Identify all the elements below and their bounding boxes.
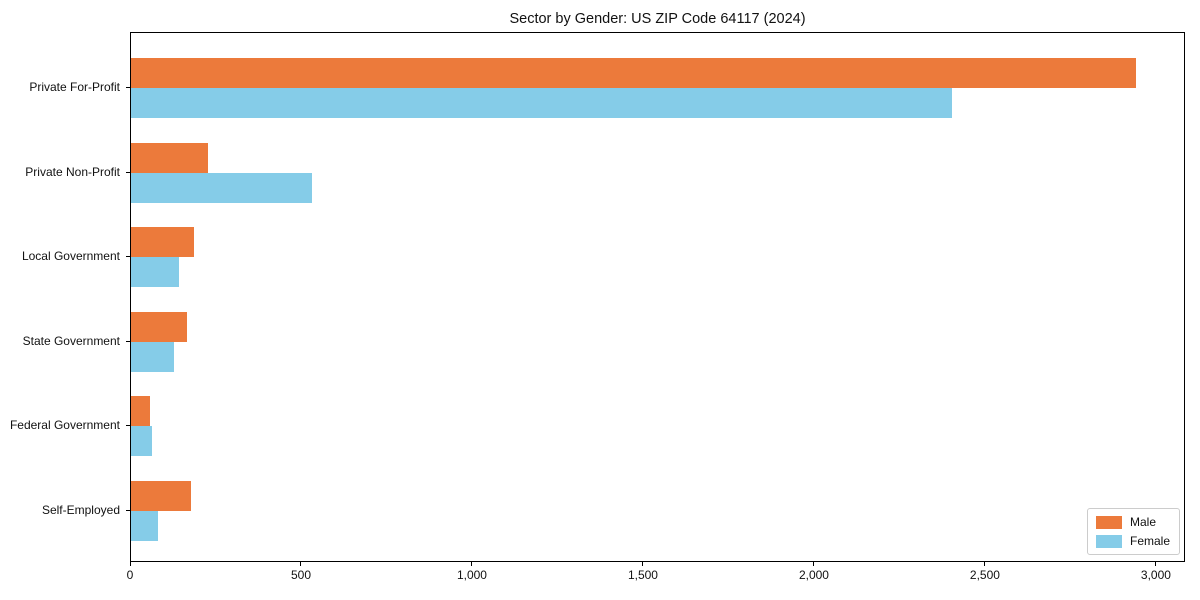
- chart-title: Sector by Gender: US ZIP Code 64117 (202…: [509, 11, 806, 27]
- y-tick-mark: [126, 256, 130, 258]
- bar-female-3: [131, 341, 174, 372]
- bar-male-4: [131, 396, 150, 427]
- legend: Male Female: [1086, 508, 1180, 555]
- x-tick-mark: [642, 562, 644, 566]
- y-tick-label: Local Government: [21, 249, 120, 264]
- plot-area: Male Female: [130, 32, 1185, 562]
- legend-item-female: Female: [1095, 534, 1170, 548]
- legend-label: Male: [1129, 515, 1156, 529]
- x-tick-mark: [813, 562, 815, 566]
- x-tick-label: 1,000: [456, 568, 487, 582]
- y-tick-label: Private Non-Profit: [25, 164, 120, 179]
- legend-item-male: Male: [1095, 515, 1170, 529]
- y-tick-label: Self-Employed: [41, 503, 120, 517]
- bar-male-3: [131, 311, 188, 342]
- x-tick-label: 1,500: [627, 568, 658, 582]
- x-tick-label: 2,500: [969, 568, 1000, 582]
- y-tick-mark: [126, 510, 130, 511]
- bar-female-1: [131, 172, 313, 203]
- x-tick-mark: [471, 562, 473, 566]
- x-tick-mark: [1155, 562, 1157, 566]
- x-tick-label: 3,000: [1140, 568, 1171, 582]
- bar-female-4: [131, 426, 152, 457]
- bar-female-0: [131, 88, 952, 118]
- bar-male-0: [131, 58, 1137, 88]
- bar-female-5: [131, 511, 159, 541]
- bar-male-2: [131, 227, 195, 258]
- y-tick-label: State Government: [22, 333, 120, 348]
- x-tick-label: 500: [290, 568, 311, 582]
- y-tick-label: Federal Government: [9, 418, 120, 433]
- y-tick-mark: [126, 340, 130, 342]
- y-tick-mark: [126, 171, 130, 173]
- x-tick-mark: [984, 562, 986, 566]
- legend-swatch-male: [1095, 515, 1122, 529]
- y-tick-mark: [126, 425, 130, 427]
- bar-male-1: [131, 142, 208, 173]
- y-tick-mark: [126, 87, 130, 88]
- y-tick-label: Private For-Profit: [29, 80, 120, 94]
- legend-swatch-female: [1095, 534, 1122, 548]
- x-tick-label: 2,000: [798, 568, 829, 582]
- x-tick-mark: [129, 562, 131, 566]
- x-tick-label: 0: [126, 568, 134, 582]
- x-tick-mark: [300, 562, 302, 566]
- bar-male-5: [131, 481, 191, 511]
- bar-female-2: [131, 257, 179, 288]
- legend-label: Female: [1129, 534, 1170, 548]
